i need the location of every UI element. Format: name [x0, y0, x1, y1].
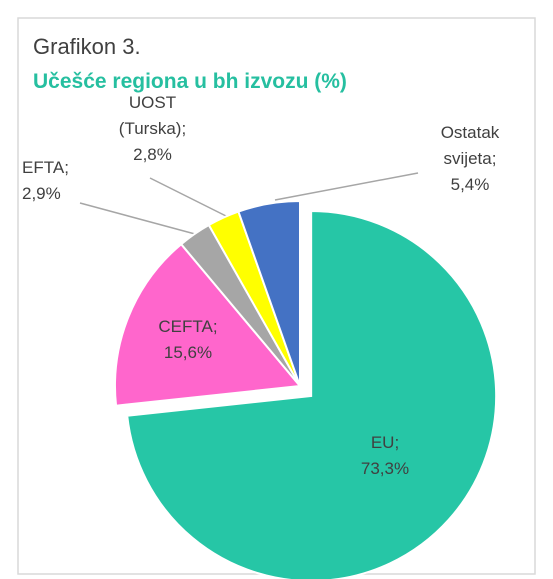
pie-slice	[126, 210, 498, 579]
label-value: 2,8%	[133, 145, 172, 164]
data-label: Ostatak svijeta; 5,4%	[425, 120, 515, 198]
chart-title: Grafikon 3.	[33, 34, 141, 59]
data-label: UOST (Turska); 2,8%	[100, 90, 205, 168]
label-value: 73,3%	[360, 459, 410, 478]
label-category: Ostatak svijeta	[440, 123, 500, 168]
leader-line	[149, 177, 229, 218]
label-value: 15,6%	[163, 343, 213, 362]
data-label: CEFTA; 15,6%	[138, 314, 238, 366]
chart-subtitle: Učešće regiona u bh izvozu (%)	[33, 70, 347, 93]
data-label: EFTA; 2,9%	[22, 155, 84, 207]
pie-slice	[114, 242, 302, 407]
label-separator: ;	[394, 433, 400, 452]
pie-slice	[237, 199, 301, 387]
label-category: CEFTA	[158, 317, 213, 336]
label-separator: ;	[212, 317, 218, 336]
label-separator: ;	[181, 119, 187, 138]
data-label: EU; 73,3%	[340, 430, 430, 482]
leader-line	[274, 172, 419, 201]
label-category: EU	[370, 433, 395, 452]
leader-line	[79, 202, 196, 235]
label-separator: ;	[64, 158, 69, 177]
label-value: 5,4%	[450, 175, 490, 194]
label-separator: ;	[491, 149, 497, 168]
label-value: 2,9%	[22, 184, 61, 203]
label-category: UOST (Turska)	[118, 93, 182, 138]
label-category: EFTA	[22, 158, 65, 177]
